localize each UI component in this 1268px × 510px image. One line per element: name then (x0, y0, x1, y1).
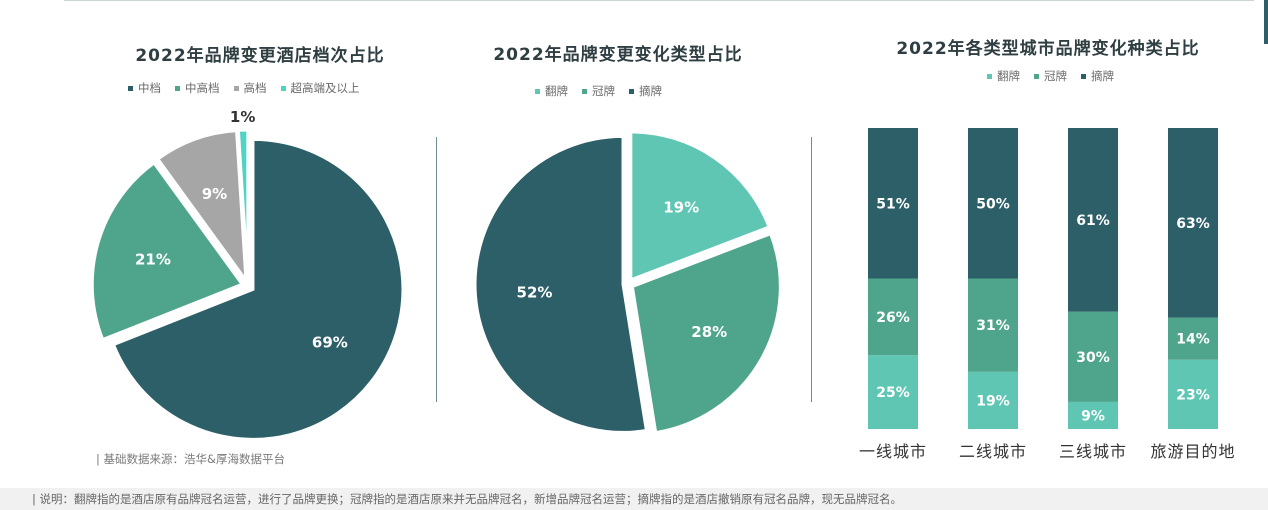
bar-segment (968, 128, 1018, 279)
chart3-legend: 翻牌 冠牌 摘牌 (987, 68, 1114, 84)
legend-label: 中高档 (185, 81, 220, 95)
legend-label: 摘牌 (1091, 69, 1114, 83)
bar-data-label: 61% (1076, 213, 1110, 229)
bar-segment (1068, 401, 1118, 429)
bar-segment (968, 278, 1018, 372)
category-label: 三线城市 (1059, 442, 1127, 461)
bar-data-label: 31% (976, 318, 1010, 334)
legend-swatch (128, 85, 133, 91)
chart2-pie: 19% 28% 52% (473, 130, 782, 435)
chart1-title: 2022年品牌变更酒店档次占比 (135, 46, 385, 66)
legend-item: 摘牌 (629, 83, 662, 99)
legend-label: 翻牌 (997, 69, 1020, 83)
legend-item: 中档 (128, 80, 161, 96)
legend-swatch (175, 85, 180, 91)
bar-segment (1068, 311, 1118, 402)
bar-segment (1168, 317, 1218, 360)
bar-data-label: 23% (1176, 387, 1210, 403)
corner-accent-bar (1264, 0, 1268, 44)
footer-note-bar: | 说明：翻牌指的是酒店原有品牌冠名运营，进行了品牌更换；冠牌指的是酒店原来并无… (0, 488, 1268, 510)
chart3-stacked-bars: 25% 26% 51% 一线城市 19% 31% 50% 二线城市 9% 30% 61% 三线城市 23… (859, 128, 1235, 461)
category-label: 旅游目的地 (1150, 442, 1235, 461)
chart3-title: 2022年各类型城市品牌变化种类占比 (896, 39, 1200, 59)
legend-swatch (987, 73, 992, 79)
legend-label: 翻牌 (545, 84, 568, 98)
bar-data-label: 25% (876, 385, 910, 401)
bar-segment (1168, 128, 1218, 318)
bar-data-label: 63% (1176, 216, 1210, 232)
legend-item: 超高端及以上 (280, 80, 360, 96)
legend-item: 翻牌 (535, 83, 568, 99)
legend-item: 高档 (233, 80, 267, 96)
legend-swatch (1081, 73, 1086, 79)
legend-item: 冠牌 (1034, 68, 1067, 84)
legend-label: 高档 (243, 81, 267, 95)
bar-data-label: 19% (976, 393, 1010, 409)
bar-data-label: 14% (1176, 332, 1210, 348)
pie-data-label: 28% (691, 323, 727, 341)
legend-item: 中高档 (175, 80, 220, 96)
bar-data-label: 51% (876, 196, 910, 212)
bar-segment (868, 278, 918, 356)
legend-label: 中档 (138, 81, 161, 95)
legend-swatch (582, 88, 587, 94)
source-note: | 基础数据来源：浩华&厚海数据平台 (96, 452, 285, 466)
bar-segment (1168, 359, 1218, 429)
pie-slice (236, 128, 250, 281)
pie-data-label: 69% (312, 334, 348, 352)
bar-segment (868, 128, 918, 279)
bar-data-label: 50% (976, 196, 1010, 212)
legend-swatch (629, 88, 634, 94)
legend-swatch (233, 85, 239, 91)
pie-data-label: 19% (663, 199, 699, 217)
pie-slice (90, 160, 245, 342)
bar-segment (1068, 128, 1118, 312)
chart2-title: 2022年品牌变更变化类型占比 (493, 45, 743, 65)
pie-slice (473, 134, 649, 434)
legend-label: 超高端及以上 (290, 81, 360, 95)
bar-data-label: 9% (1081, 408, 1105, 424)
pie-data-label: 9% (202, 185, 227, 203)
category-label: 二线城市 (959, 442, 1027, 461)
pie-data-label: 52% (517, 283, 553, 301)
legend-item: 冠牌 (582, 83, 615, 99)
pie-slice (155, 129, 248, 286)
legend-label: 冠牌 (1044, 69, 1067, 83)
legend-item: 摘牌 (1081, 68, 1114, 84)
bar-segment (968, 371, 1018, 429)
legend-label: 冠牌 (592, 84, 615, 98)
pie-slice (111, 137, 405, 441)
chart1-legend: 中档 中高档 高档 超高端及以上 (128, 80, 360, 96)
bar-segment (868, 355, 918, 429)
bar-data-label: 26% (876, 310, 910, 326)
divider-2 (811, 137, 812, 402)
chart2-legend: 翻牌 冠牌 摘牌 (535, 83, 662, 99)
legend-label: 摘牌 (639, 84, 662, 98)
top-rule (64, 0, 1254, 1)
footer-note: | 说明：翻牌指的是酒店原有品牌冠名运营，进行了品牌更换；冠牌指的是酒店原来并无… (32, 492, 903, 506)
legend-item: 翻牌 (987, 68, 1020, 84)
legend-swatch (280, 85, 286, 91)
pie-data-label: 21% (135, 250, 171, 268)
category-label: 一线城市 (859, 442, 927, 461)
pie-slice (630, 231, 782, 435)
legend-swatch (535, 88, 540, 94)
pie-slice (629, 130, 772, 283)
divider-1 (436, 137, 437, 402)
pie-data-label: 1% (230, 108, 255, 126)
legend-swatch (1034, 73, 1039, 79)
chart1-pie: 69% 21% 9% 1% (90, 108, 405, 441)
bar-data-label: 30% (1076, 350, 1110, 366)
